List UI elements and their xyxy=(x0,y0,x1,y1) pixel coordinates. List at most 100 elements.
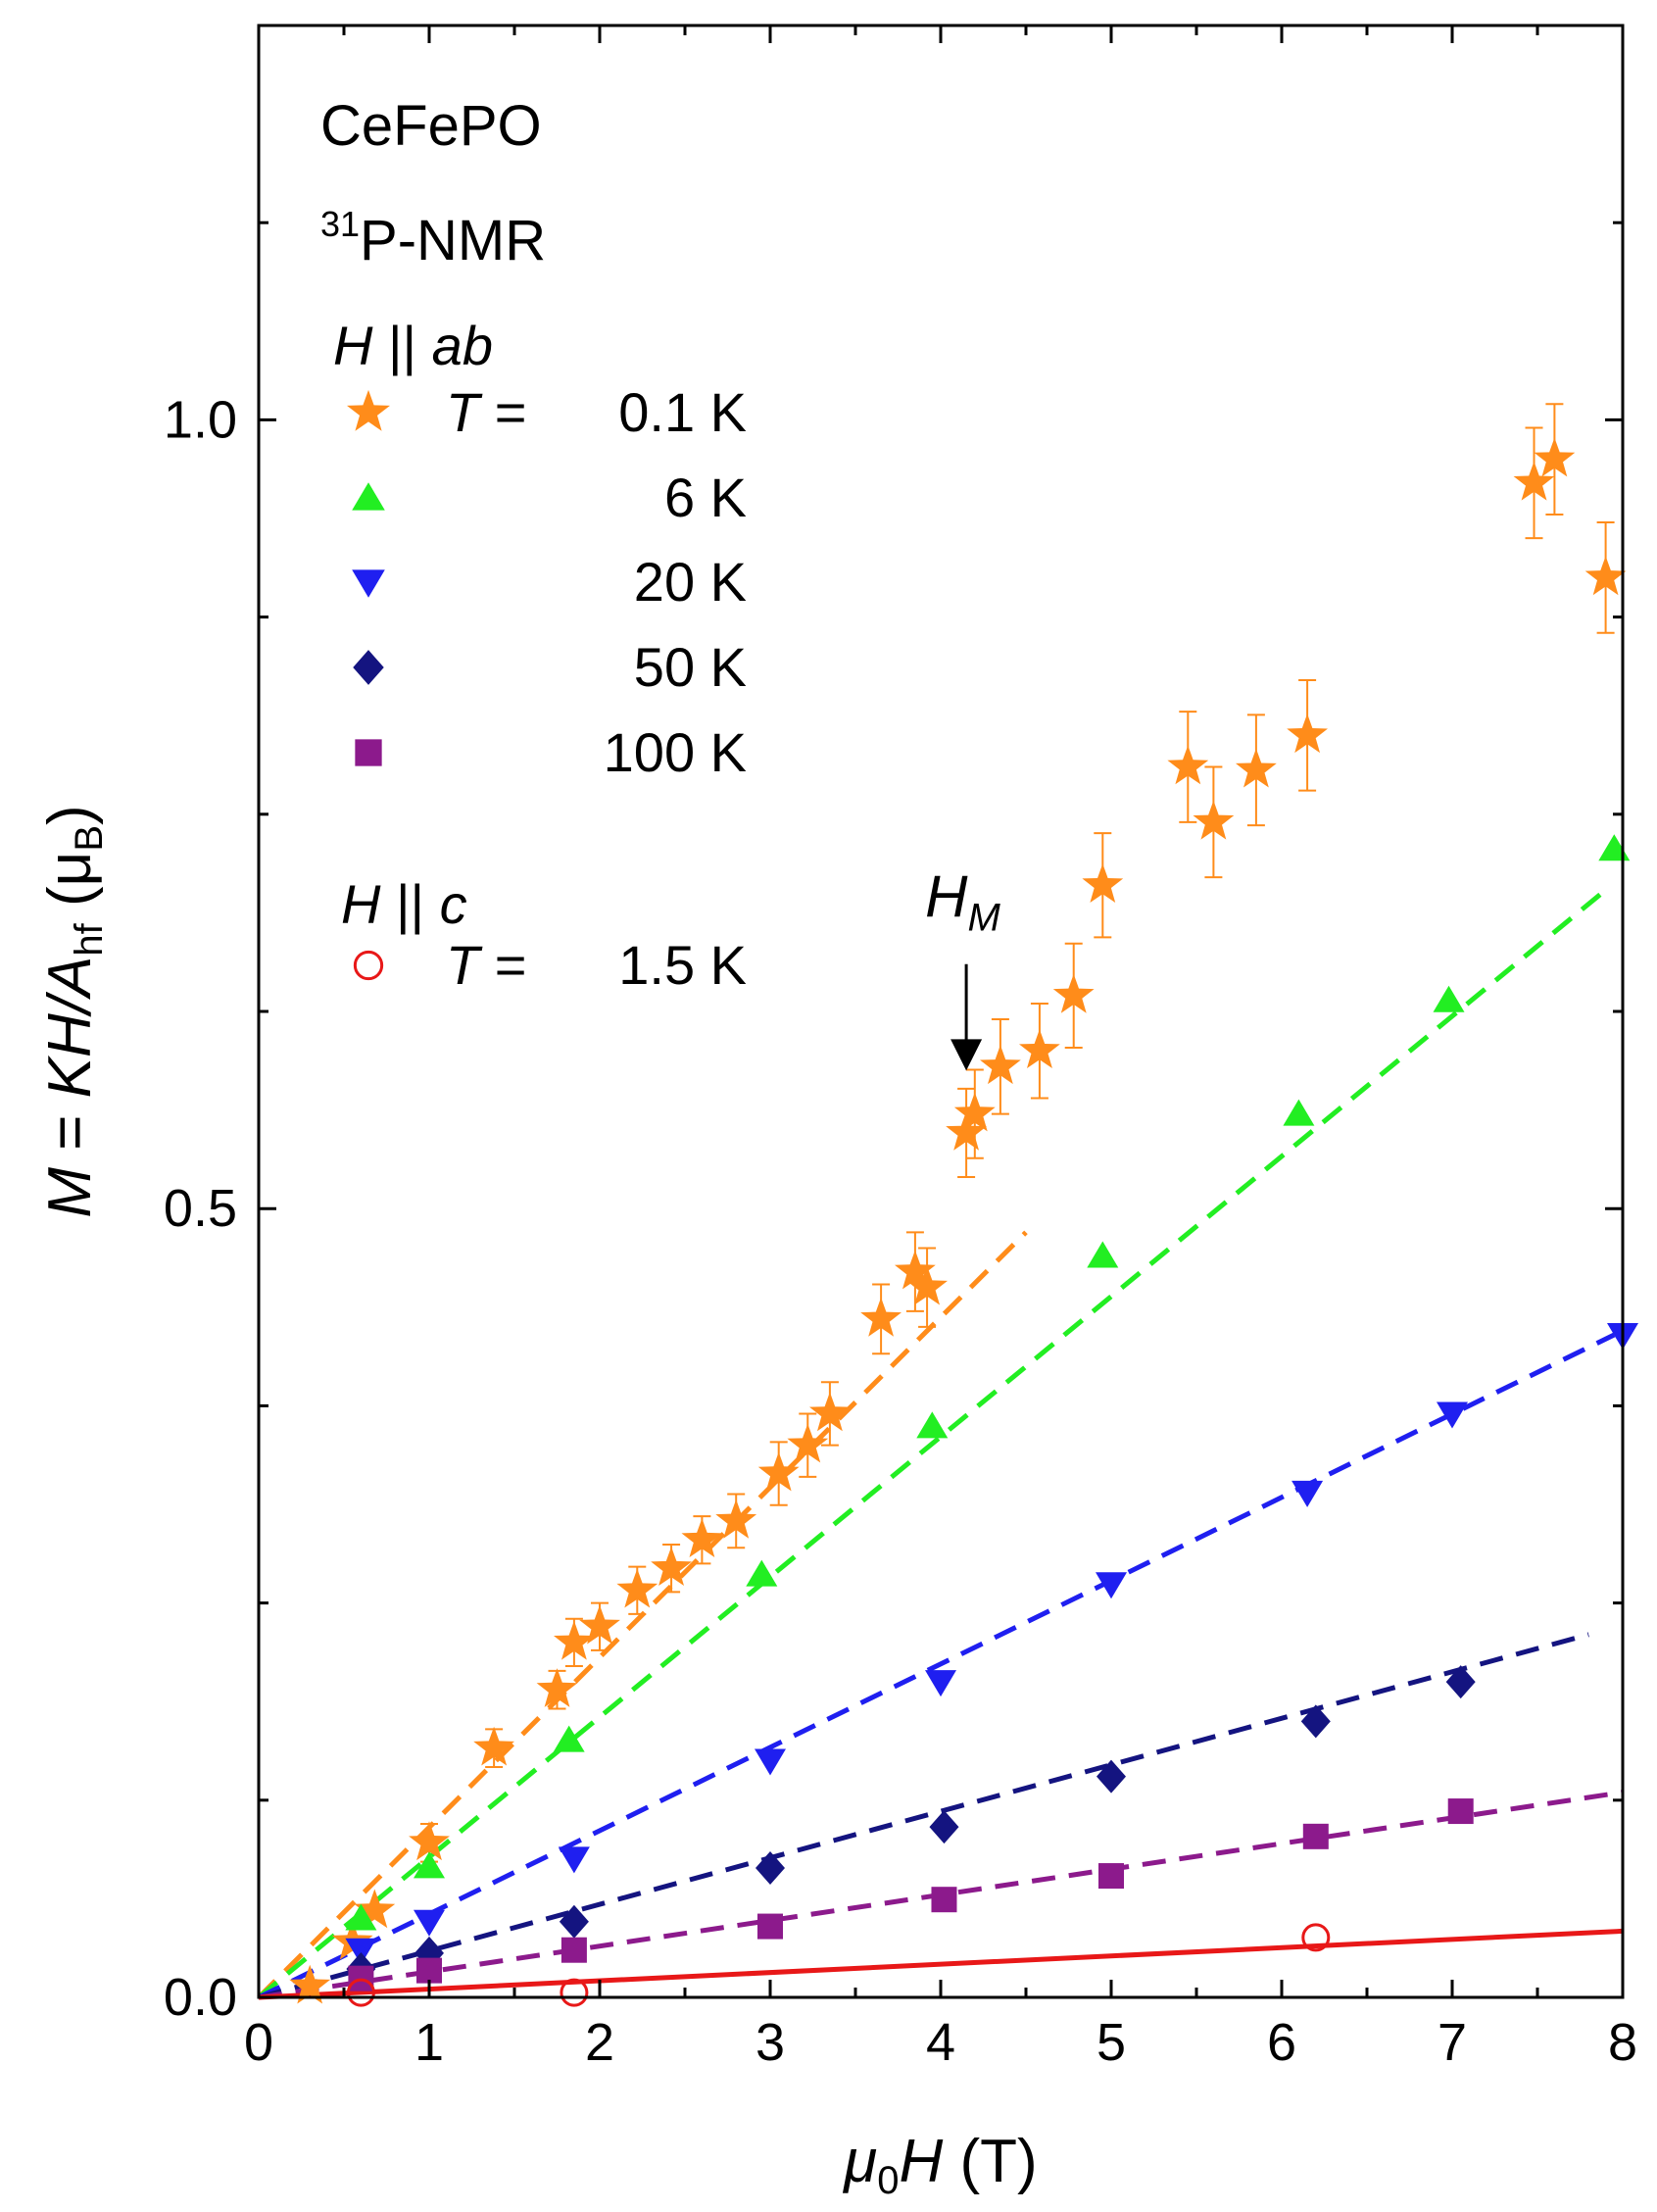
legend-label-4: 100 K xyxy=(604,721,747,783)
data-point-2 xyxy=(1291,1480,1324,1507)
x-tick-label: 3 xyxy=(755,2013,785,2072)
data-point-5 xyxy=(346,1978,375,2007)
data-point-0 xyxy=(1584,556,1627,596)
xlabel-var: H xyxy=(900,2128,944,2195)
y-tick-label: 0.0 xyxy=(164,1968,237,2027)
xlabel-prefix: μ xyxy=(842,2128,877,2195)
data-point-0 xyxy=(1082,863,1124,903)
data-point-3 xyxy=(755,1851,785,1886)
data-point-0 xyxy=(1534,437,1576,477)
data-point-2 xyxy=(755,1748,786,1776)
data-point-0 xyxy=(536,1668,578,1707)
data-point-0 xyxy=(715,1499,757,1539)
data-point-0 xyxy=(757,1451,800,1492)
data-point-0 xyxy=(1236,748,1277,788)
data-point-2 xyxy=(558,1846,590,1874)
y-tick-label: 1.0 xyxy=(164,390,237,449)
data-point-0 xyxy=(409,1821,450,1861)
ylabel-var2: KH/A xyxy=(36,957,104,1099)
data-point-0 xyxy=(980,1045,1021,1085)
data-point-1 xyxy=(553,1725,585,1752)
x-tick-label: 2 xyxy=(585,2013,614,2072)
data-point-0 xyxy=(860,1297,902,1337)
x-tick-label: 8 xyxy=(1608,2013,1637,2072)
legend-label-5: 1.5 K xyxy=(618,934,747,996)
legend-marker-2 xyxy=(352,569,385,598)
fit-line-1 xyxy=(257,888,1608,1999)
data-point-4 xyxy=(1302,1823,1329,1849)
data-point-3 xyxy=(559,1904,589,1939)
fit-line-3 xyxy=(258,1632,1589,2000)
legend-label-1: 6 K xyxy=(664,467,747,528)
data-point-1 xyxy=(414,1851,445,1879)
ylabel-var1: M xyxy=(36,1167,104,1218)
data-point-2 xyxy=(1437,1401,1468,1429)
legend-marker-3 xyxy=(353,650,384,685)
hm-arrow-head xyxy=(950,1039,983,1071)
data-point-0 xyxy=(946,1110,987,1151)
data-point-0 xyxy=(651,1547,692,1586)
x-tick-label: 4 xyxy=(926,2013,955,2072)
legend-marker-4 xyxy=(355,739,382,766)
legend-marker-5 xyxy=(353,950,384,981)
nmr-label: 31P-NMR xyxy=(320,204,546,272)
legend-label-3: 50 K xyxy=(634,636,747,698)
y-axis-title: M = KH/Ahf (μB) xyxy=(36,805,111,1217)
fit-line-2 xyxy=(257,1332,1616,2000)
x-tick-label: 7 xyxy=(1438,2013,1467,2072)
data-point-0 xyxy=(616,1568,658,1608)
x-axis-title: μ0H (T) xyxy=(842,2128,1037,2202)
data-point-1 xyxy=(345,1903,377,1931)
data-point-4 xyxy=(416,1957,442,1984)
data-point-0 xyxy=(953,1092,996,1132)
axis-ticks: 0 1 2 3 4 5 6 7 8 0.0 0.5 1.0 xyxy=(164,24,1637,2072)
ylabel-unit-open: (μ xyxy=(36,852,104,924)
data-point-4 xyxy=(757,1913,783,1940)
group-c-label: H || c xyxy=(341,873,467,935)
legend-label-2: 20 K xyxy=(634,551,747,613)
ylabel-sub: hf xyxy=(68,922,111,956)
ylabel-eq: = xyxy=(36,1098,104,1167)
hm-label: HM xyxy=(925,864,1000,940)
data-point-0 xyxy=(473,1726,514,1766)
nmr-mass: 31 xyxy=(320,204,360,244)
data-point-1 xyxy=(1087,1241,1119,1268)
data-point-1 xyxy=(1283,1099,1315,1126)
data-point-1 xyxy=(1598,834,1631,861)
legend-marker-0 xyxy=(347,389,390,431)
data-point-0 xyxy=(787,1423,829,1463)
data-point-4 xyxy=(931,1887,957,1913)
data-point-3 xyxy=(929,1810,959,1844)
data-point-0 xyxy=(579,1604,620,1645)
x-tick-label: 6 xyxy=(1267,2013,1296,2072)
data-point-2 xyxy=(1096,1572,1127,1599)
data-point-0 xyxy=(1287,713,1328,754)
data-point-2 xyxy=(925,1670,956,1697)
data-point-5 xyxy=(560,1978,589,2007)
data-point-1 xyxy=(1433,985,1465,1012)
fit-line-5 xyxy=(258,1928,1624,2000)
data-point-0 xyxy=(1193,800,1235,840)
plot-frame xyxy=(257,24,1625,1999)
x-tick-label: 0 xyxy=(244,2013,273,2072)
group-ab-label: H || ab xyxy=(333,315,493,376)
ylabel-unit-close: ) xyxy=(36,805,104,825)
data-point-1 xyxy=(916,1411,949,1439)
data-point-4 xyxy=(560,1937,587,1963)
data-point-4 xyxy=(1098,1863,1124,1890)
legend-marker-1 xyxy=(352,482,385,511)
data-point-0 xyxy=(1167,745,1209,785)
error-bars xyxy=(420,403,1615,1863)
ylabel-unit-sub: B xyxy=(68,825,111,852)
legend: T = 0.1 K 6 K 20 K 50 K 100 K T = 1.5 K xyxy=(347,381,747,996)
legend-label-0: 0.1 K xyxy=(618,381,747,443)
y-tick-label: 0.5 xyxy=(164,1179,237,1238)
data-point-0 xyxy=(1019,1029,1060,1068)
data-point-3 xyxy=(1097,1759,1126,1794)
data-point-0 xyxy=(289,1964,331,2004)
data-point-1 xyxy=(746,1559,778,1587)
data-point-0 xyxy=(809,1392,851,1432)
legend-prefix-0: T = xyxy=(446,381,526,443)
data-point-0 xyxy=(1052,973,1095,1013)
